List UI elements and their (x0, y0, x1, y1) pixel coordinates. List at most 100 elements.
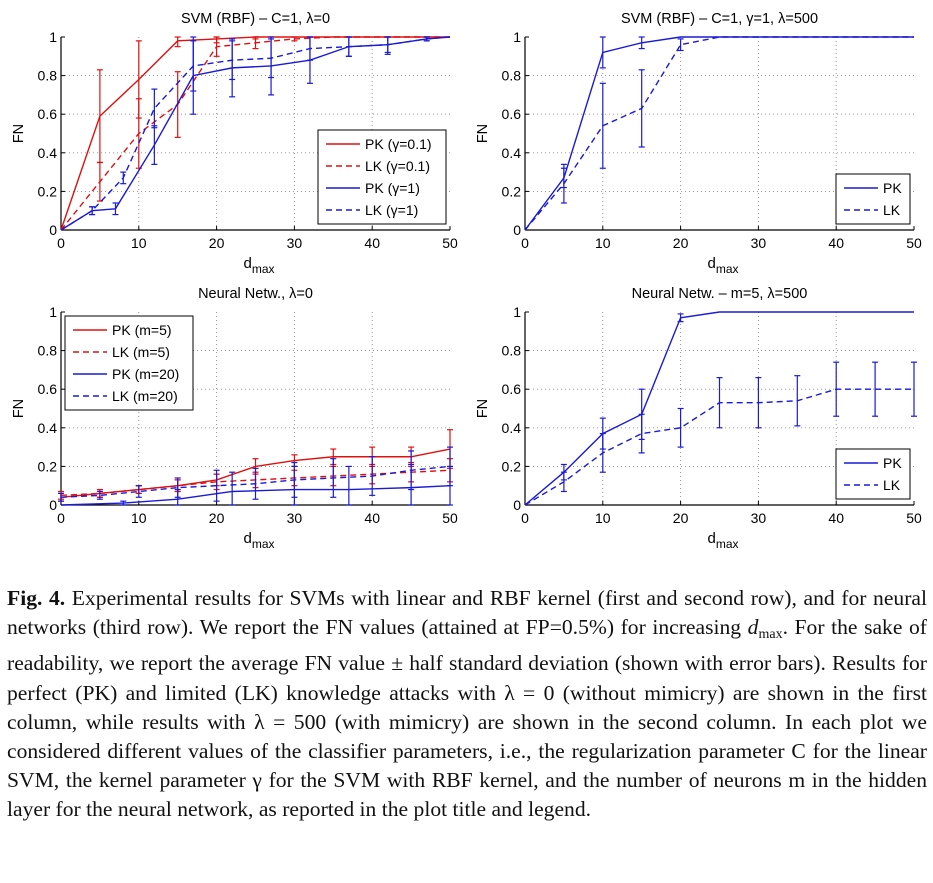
error-bar (229, 40, 236, 81)
error-bar (151, 125, 158, 165)
y-tick-label: 0.4 (38, 145, 58, 161)
error-bar (384, 36, 391, 54)
x-tick-label: 50 (906, 235, 922, 251)
legend-label: LK (m=20) (112, 388, 178, 404)
y-tick-label: 0.4 (38, 420, 58, 436)
x-tick-label: 40 (364, 510, 380, 526)
chart-title: Neural Netw., λ=0 (198, 286, 313, 302)
error-bar (96, 161, 103, 202)
x-tick-label: 10 (131, 235, 147, 251)
legend-label: LK (γ=0.1) (365, 158, 430, 174)
error-bar (638, 413, 645, 454)
error-bar (151, 88, 158, 129)
x-tick-label: 40 (828, 235, 844, 251)
x-tick-label: 40 (828, 510, 844, 526)
legend: PK LK (835, 173, 911, 225)
legend-label: PK (γ=0.1) (365, 136, 432, 152)
error-bar (599, 82, 606, 169)
caption-dmax: dmax (747, 615, 783, 643)
error-bar (560, 471, 567, 493)
y-tick-label: 0.8 (38, 68, 58, 84)
error-bar (213, 469, 220, 502)
x-tick-label: 40 (364, 235, 380, 251)
legend-label: PK (883, 455, 902, 471)
series-4 (60, 36, 451, 231)
caption-text-1: Experimental results for SVMs with linea… (7, 586, 927, 640)
legend-label: LK (γ=1) (365, 202, 418, 218)
chart-panel-1: SVM (RBF) – C=1, λ=0 0 10 20 30 40 50 0 0.2 0.4 0.… (11, 11, 458, 276)
grid-lines (525, 37, 914, 230)
error-bar (872, 361, 879, 417)
legend-box (64, 315, 194, 411)
x-axis-label: dmax (244, 530, 275, 551)
y-tick-label: 0.4 (502, 420, 522, 436)
error-bar (291, 461, 298, 498)
y-tick-label: 1 (49, 29, 57, 45)
error-bar (135, 98, 142, 169)
y-axis-label: FN (11, 399, 27, 418)
y-tick-label: 0 (513, 497, 521, 513)
x-axis-label: dmax (708, 255, 739, 276)
error-bar (911, 361, 917, 417)
x-tick-label: 30 (287, 510, 303, 526)
error-bar (794, 375, 801, 427)
x-tick-label: 0 (521, 235, 529, 251)
chart-title: SVM (RBF) – C=1, λ=0 (181, 11, 330, 27)
x-tick-label: 20 (673, 235, 689, 251)
error-bar (213, 36, 220, 57)
legend: PK (m=5) LK (m=5) PK (m=20) LK (m=20) (64, 315, 194, 411)
y-tick-label: 0 (49, 497, 57, 513)
error-bar (408, 450, 415, 491)
x-tick-label: 50 (442, 235, 458, 251)
caption-text-2: . For the sake of readability, we report… (7, 615, 927, 822)
chart-panel-3: Neural Netw., λ=0 0 10 20 30 40 50 0 0.2 0.4 0.6 0.… (11, 286, 458, 551)
error-bar (716, 377, 723, 429)
error-bar (58, 492, 64, 502)
error-bar (252, 467, 259, 500)
error-bar (268, 38, 275, 79)
error-bar (252, 36, 259, 50)
x-tick-label: 50 (442, 510, 458, 526)
legend-box (835, 448, 911, 500)
y-tick-label: 0.6 (502, 381, 522, 397)
series-line (524, 311, 914, 506)
series-line (524, 36, 914, 231)
error-bar (89, 206, 96, 216)
y-tick-label: 0 (513, 222, 521, 238)
error-bar (229, 471, 236, 506)
error-bar (345, 36, 352, 57)
x-tick-label: 50 (906, 510, 922, 526)
figure-panels: SVM (RBF) – C=1, λ=00 10 20 30 40 5000.20.40.… (11, 11, 922, 551)
y-tick-label: 0.8 (502, 343, 522, 359)
series-2 (524, 36, 914, 231)
x-tick-label: 30 (751, 510, 767, 526)
series-line (60, 36, 451, 231)
x-tick-label: 0 (57, 510, 65, 526)
x-tick-label: 20 (209, 510, 225, 526)
error-bar (423, 36, 430, 42)
y-tick-label: 1 (513, 304, 521, 320)
figure-caption: Fig. 4. Experimental results for SVMs wi… (7, 584, 927, 825)
error-bar (638, 69, 645, 148)
x-tick-label: 30 (751, 235, 767, 251)
legend-label: LK (m=5) (112, 344, 170, 360)
chart-title: SVM (RBF) – C=1, γ=1, λ=500 (621, 11, 818, 27)
error-bar (677, 407, 684, 448)
error-bar (96, 69, 103, 164)
y-tick-label: 1 (49, 304, 57, 320)
y-tick-label: 0.6 (502, 106, 522, 122)
x-axis-label: dmax (244, 255, 275, 276)
legend-label: PK (m=20) (112, 366, 179, 382)
y-axis-label: FN (11, 124, 27, 143)
legend-label: PK (883, 180, 902, 196)
legend: PK (γ=0.1) LK (γ=0.1) PK (γ=1) LK (γ=1) (317, 129, 447, 225)
error-bar (306, 36, 313, 61)
y-tick-label: 0.4 (502, 145, 522, 161)
x-axis-label: dmax (708, 530, 739, 551)
y-tick-label: 0.8 (38, 343, 58, 359)
error-bar (599, 432, 606, 473)
error-bar (96, 490, 103, 500)
y-tick-label: 0.2 (502, 183, 522, 199)
y-tick-label: 0 (49, 222, 57, 238)
error-bar (369, 456, 376, 496)
